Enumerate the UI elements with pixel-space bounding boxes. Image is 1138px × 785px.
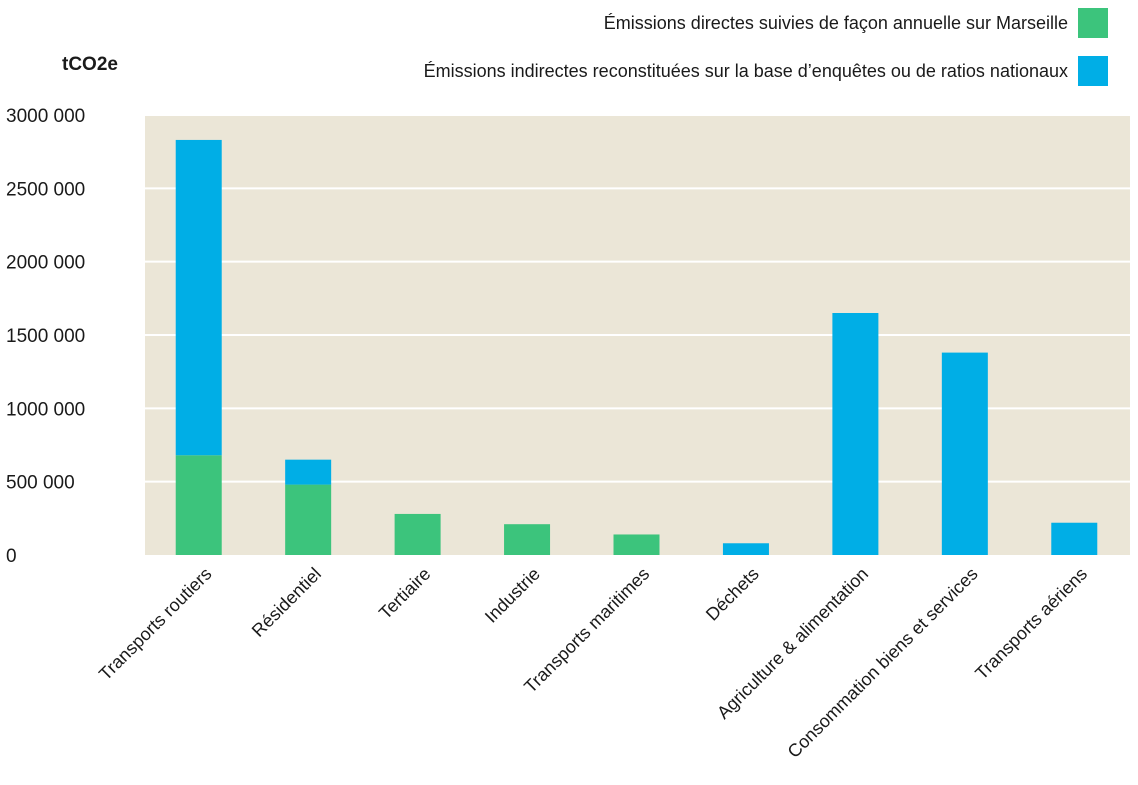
x-tick-label: Transports maritimes <box>520 564 653 697</box>
legend-swatch-indirect <box>1078 56 1108 86</box>
x-tick-label: Tertiaire <box>375 564 434 623</box>
x-tick-label: Déchets <box>702 564 763 625</box>
x-tick-label: Résidentiel <box>248 564 325 641</box>
bar-indirect <box>1051 522 1098 555</box>
y-tick-label: 0 <box>6 546 17 567</box>
legend-label-indirect: Émissions indirectes reconstituées sur l… <box>423 60 1068 81</box>
y-tick-label: 1500 000 <box>6 326 85 347</box>
bar-indirect <box>285 459 332 485</box>
y-tick-label: 1000 000 <box>6 399 85 420</box>
x-tick-label: Transports routiers <box>95 564 215 684</box>
y-axis-unit-label: tCO2e <box>62 54 118 75</box>
bar-indirect <box>941 352 988 555</box>
bar-indirect <box>175 139 222 456</box>
bar-direct <box>394 513 441 555</box>
y-tick-label: 2000 000 <box>6 253 85 274</box>
bar-direct <box>175 455 222 555</box>
x-tick-label: Industrie <box>481 564 544 627</box>
bar-indirect <box>722 543 769 555</box>
bar-indirect <box>832 313 879 555</box>
y-tick-label: 500 000 <box>6 473 75 494</box>
bar-direct <box>285 484 332 555</box>
x-tick-label: Transports aériens <box>971 564 1091 684</box>
legend-swatch-direct <box>1078 8 1108 38</box>
legend-item-indirect: Émissions indirectes reconstituées sur l… <box>424 56 1108 86</box>
y-tick-label: 2500 000 <box>6 179 85 200</box>
legend-label-direct: Émissions directes suivies de façon annu… <box>603 12 1068 33</box>
bar-direct <box>613 534 660 555</box>
bar-direct <box>504 524 551 555</box>
legend-item-direct: Émissions directes suivies de façon annu… <box>604 8 1108 38</box>
y-tick-label: 3000 000 <box>6 106 85 127</box>
x-tick-label: Consommation biens et services <box>784 564 982 762</box>
